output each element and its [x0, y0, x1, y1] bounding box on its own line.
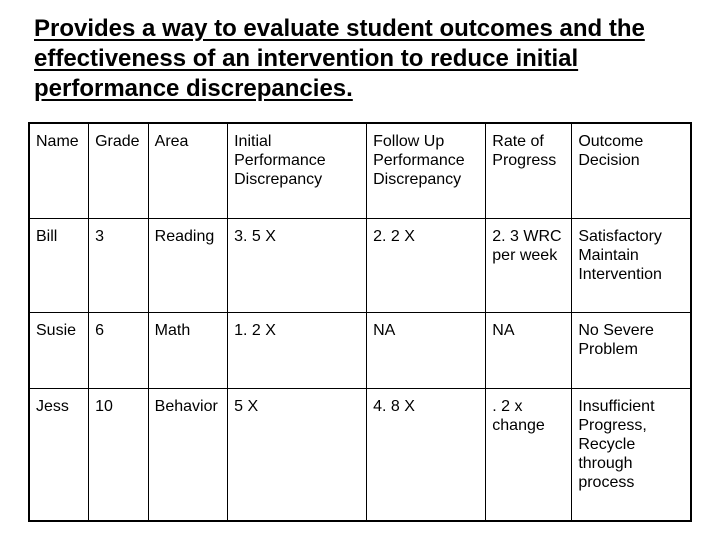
th-rate: Rate of Progress: [486, 123, 572, 218]
table-header-row: Name Grade Area Initial Performance Disc…: [29, 123, 691, 218]
cell-area: Math: [148, 313, 227, 388]
cell-initial: 3. 5 X: [228, 218, 367, 313]
cell-rate: 2. 3 WRC per week: [486, 218, 572, 313]
cell-name: Bill: [29, 218, 89, 313]
table-row: Bill 3 Reading 3. 5 X 2. 2 X 2. 3 WRC pe…: [29, 218, 691, 313]
cell-rate: NA: [486, 313, 572, 388]
th-outcome: Outcome Decision: [572, 123, 691, 218]
cell-rate: . 2 x change: [486, 388, 572, 521]
cell-initial: 5 X: [228, 388, 367, 521]
cell-grade: 10: [89, 388, 149, 521]
slide: Provides a way to evaluate student outco…: [0, 0, 720, 540]
outcomes-table: Name Grade Area Initial Performance Disc…: [28, 122, 692, 522]
th-area: Area: [148, 123, 227, 218]
cell-area: Behavior: [148, 388, 227, 521]
table-row: Susie 6 Math 1. 2 X NA NA No Severe Prob…: [29, 313, 691, 388]
cell-followup: NA: [367, 313, 486, 388]
th-initial: Initial Performance Discrepancy: [228, 123, 367, 218]
cell-name: Susie: [29, 313, 89, 388]
cell-outcome: Satisfactory Maintain Intervention: [572, 218, 691, 313]
cell-outcome: No Severe Problem: [572, 313, 691, 388]
cell-name: Jess: [29, 388, 89, 521]
cell-grade: 3: [89, 218, 149, 313]
cell-grade: 6: [89, 313, 149, 388]
cell-outcome: Insufficient Progress, Recycle through p…: [572, 388, 691, 521]
th-followup: Follow Up Performance Discrepancy: [367, 123, 486, 218]
cell-followup: 2. 2 X: [367, 218, 486, 313]
slide-title: Provides a way to evaluate student outco…: [34, 14, 686, 104]
cell-area: Reading: [148, 218, 227, 313]
cell-initial: 1. 2 X: [228, 313, 367, 388]
th-name: Name: [29, 123, 89, 218]
th-grade: Grade: [89, 123, 149, 218]
table-row: Jess 10 Behavior 5 X 4. 8 X . 2 x change…: [29, 388, 691, 521]
cell-followup: 4. 8 X: [367, 388, 486, 521]
